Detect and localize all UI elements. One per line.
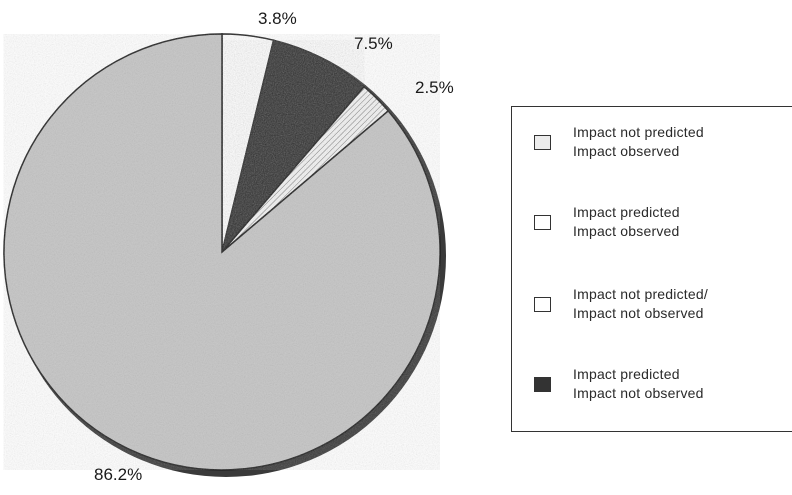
legend-item: Impact predicted Impact not observed [534, 365, 704, 403]
legend: Impact not predicted Impact observed Imp… [511, 106, 792, 432]
legend-item: Impact not predicted/ Impact not observe… [534, 285, 708, 323]
legend-item: Impact predicted Impact observed [534, 203, 680, 241]
pie-slice-texture [222, 40, 365, 253]
slice-percent-label: 3.8% [258, 9, 297, 28]
legend-label-line2: Impact observed [573, 223, 680, 239]
pie-slice-texture [3, 34, 440, 471]
legend-label-line1: Impact predicted [573, 366, 680, 382]
legend-swatch [534, 376, 551, 392]
legend-label-line1: Impact predicted [573, 204, 680, 220]
legend-label: Impact predicted Impact observed [573, 203, 680, 241]
legend-label: Impact not predicted/ Impact not observe… [573, 285, 708, 323]
legend-label-line1: Impact not predicted [573, 124, 704, 140]
legend-label-line2: Impact observed [573, 143, 680, 159]
legend-swatch [534, 134, 551, 150]
slice-percent-label: 2.5% [415, 78, 454, 97]
pie-slices [3, 33, 446, 477]
slice-percent-label: 86.2% [94, 465, 142, 484]
legend-label-line2: Impact not observed [573, 305, 704, 321]
legend-item: Impact not predicted Impact observed [534, 123, 704, 161]
slice-percent-label: 7.5% [354, 34, 393, 53]
legend-label: Impact not predicted Impact observed [573, 123, 704, 161]
legend-swatch [534, 214, 551, 230]
legend-swatch [534, 296, 551, 312]
pie-labels: 3.8% 7.5% 2.5% 86.2% [94, 9, 454, 484]
legend-label: Impact predicted Impact not observed [573, 365, 704, 403]
legend-label-line1: Impact not predicted/ [573, 286, 708, 302]
legend-label-line2: Impact not observed [573, 385, 704, 401]
